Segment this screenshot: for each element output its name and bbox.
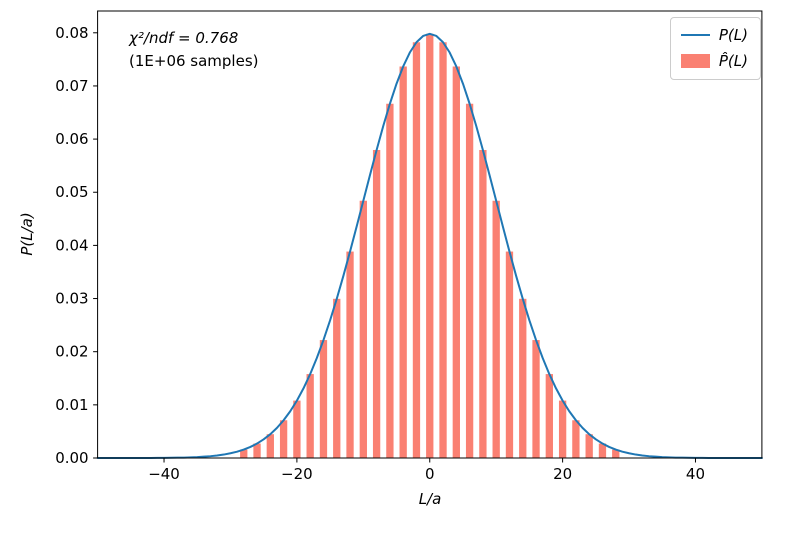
y-tick-label: 0.05 xyxy=(55,183,88,201)
histogram-bar xyxy=(572,420,580,458)
x-tick-label: −20 xyxy=(281,465,313,483)
y-tick-label: 0.04 xyxy=(55,236,88,254)
x-axis-ticks: −40 −20 0 20 40 xyxy=(148,458,705,483)
y-tick-label: 0.06 xyxy=(55,130,88,148)
histogram-bar xyxy=(426,33,434,458)
y-axis-ticks: 0.00 0.01 0.02 0.03 0.04 0.05 0.06 0.07 0.08 xyxy=(55,24,98,467)
histogram-bar xyxy=(492,200,500,458)
histogram-bar xyxy=(412,42,421,458)
histogram-bar xyxy=(598,443,607,458)
y-tick-label: 0.07 xyxy=(55,77,88,95)
y-tick-label: 0.01 xyxy=(55,396,88,414)
histogram-bar xyxy=(240,449,248,458)
y-tick-label: 0.03 xyxy=(55,290,88,308)
histogram-bar xyxy=(505,251,514,458)
histogram-bar xyxy=(319,340,328,458)
legend-label-line: P(L) xyxy=(718,26,748,44)
density-line xyxy=(96,32,763,459)
histogram-bar xyxy=(452,66,460,459)
histogram-bar xyxy=(253,443,261,458)
histogram-bar xyxy=(306,374,314,458)
x-tick-label: −40 xyxy=(148,465,180,483)
histogram-bar xyxy=(333,298,341,458)
histogram-bar xyxy=(558,400,567,458)
histogram-series xyxy=(240,33,620,459)
legend-item-line: P(L) xyxy=(680,26,748,44)
y-axis-label: P(L/a) xyxy=(18,212,36,256)
x-tick-label: 40 xyxy=(686,465,705,483)
histogram-bar xyxy=(439,42,447,458)
annotation: χ²/ndf = 0.768 (1E+06 samples) xyxy=(129,27,259,73)
legend-item-patch: P̂(L) xyxy=(680,52,748,70)
y-tick-label: 0.00 xyxy=(55,449,88,467)
histogram-bar xyxy=(519,298,527,458)
legend-label-patch: P̂(L) xyxy=(718,52,748,70)
histogram-bar xyxy=(266,434,274,458)
x-tick-label: 0 xyxy=(425,465,435,483)
histogram-bar xyxy=(372,149,381,459)
histogram-bar xyxy=(465,103,474,458)
histogram-bar xyxy=(479,149,487,459)
histogram-bar xyxy=(279,420,288,458)
histogram-bar xyxy=(612,449,620,458)
histogram-bar xyxy=(346,251,354,458)
y-tick-label: 0.02 xyxy=(55,343,88,361)
x-axis-label: L/a xyxy=(418,490,442,508)
histogram-bar xyxy=(399,66,407,459)
histogram-bar xyxy=(386,103,394,458)
histogram-bar xyxy=(359,200,367,458)
legend-line-swatch xyxy=(680,34,710,36)
x-tick-label: 20 xyxy=(553,465,572,483)
y-tick-label: 0.08 xyxy=(55,24,88,42)
histogram-bar xyxy=(532,340,540,458)
annotation-samples: (1E+06 samples) xyxy=(129,52,259,70)
histogram-bar xyxy=(293,400,301,458)
legend: P(L) P̂(L) xyxy=(669,17,761,80)
legend-patch-swatch xyxy=(680,54,710,68)
histogram-bar xyxy=(545,374,553,458)
annotation-chi2: χ²/ndf = 0.768 xyxy=(129,29,239,47)
histogram-bar xyxy=(585,434,593,458)
